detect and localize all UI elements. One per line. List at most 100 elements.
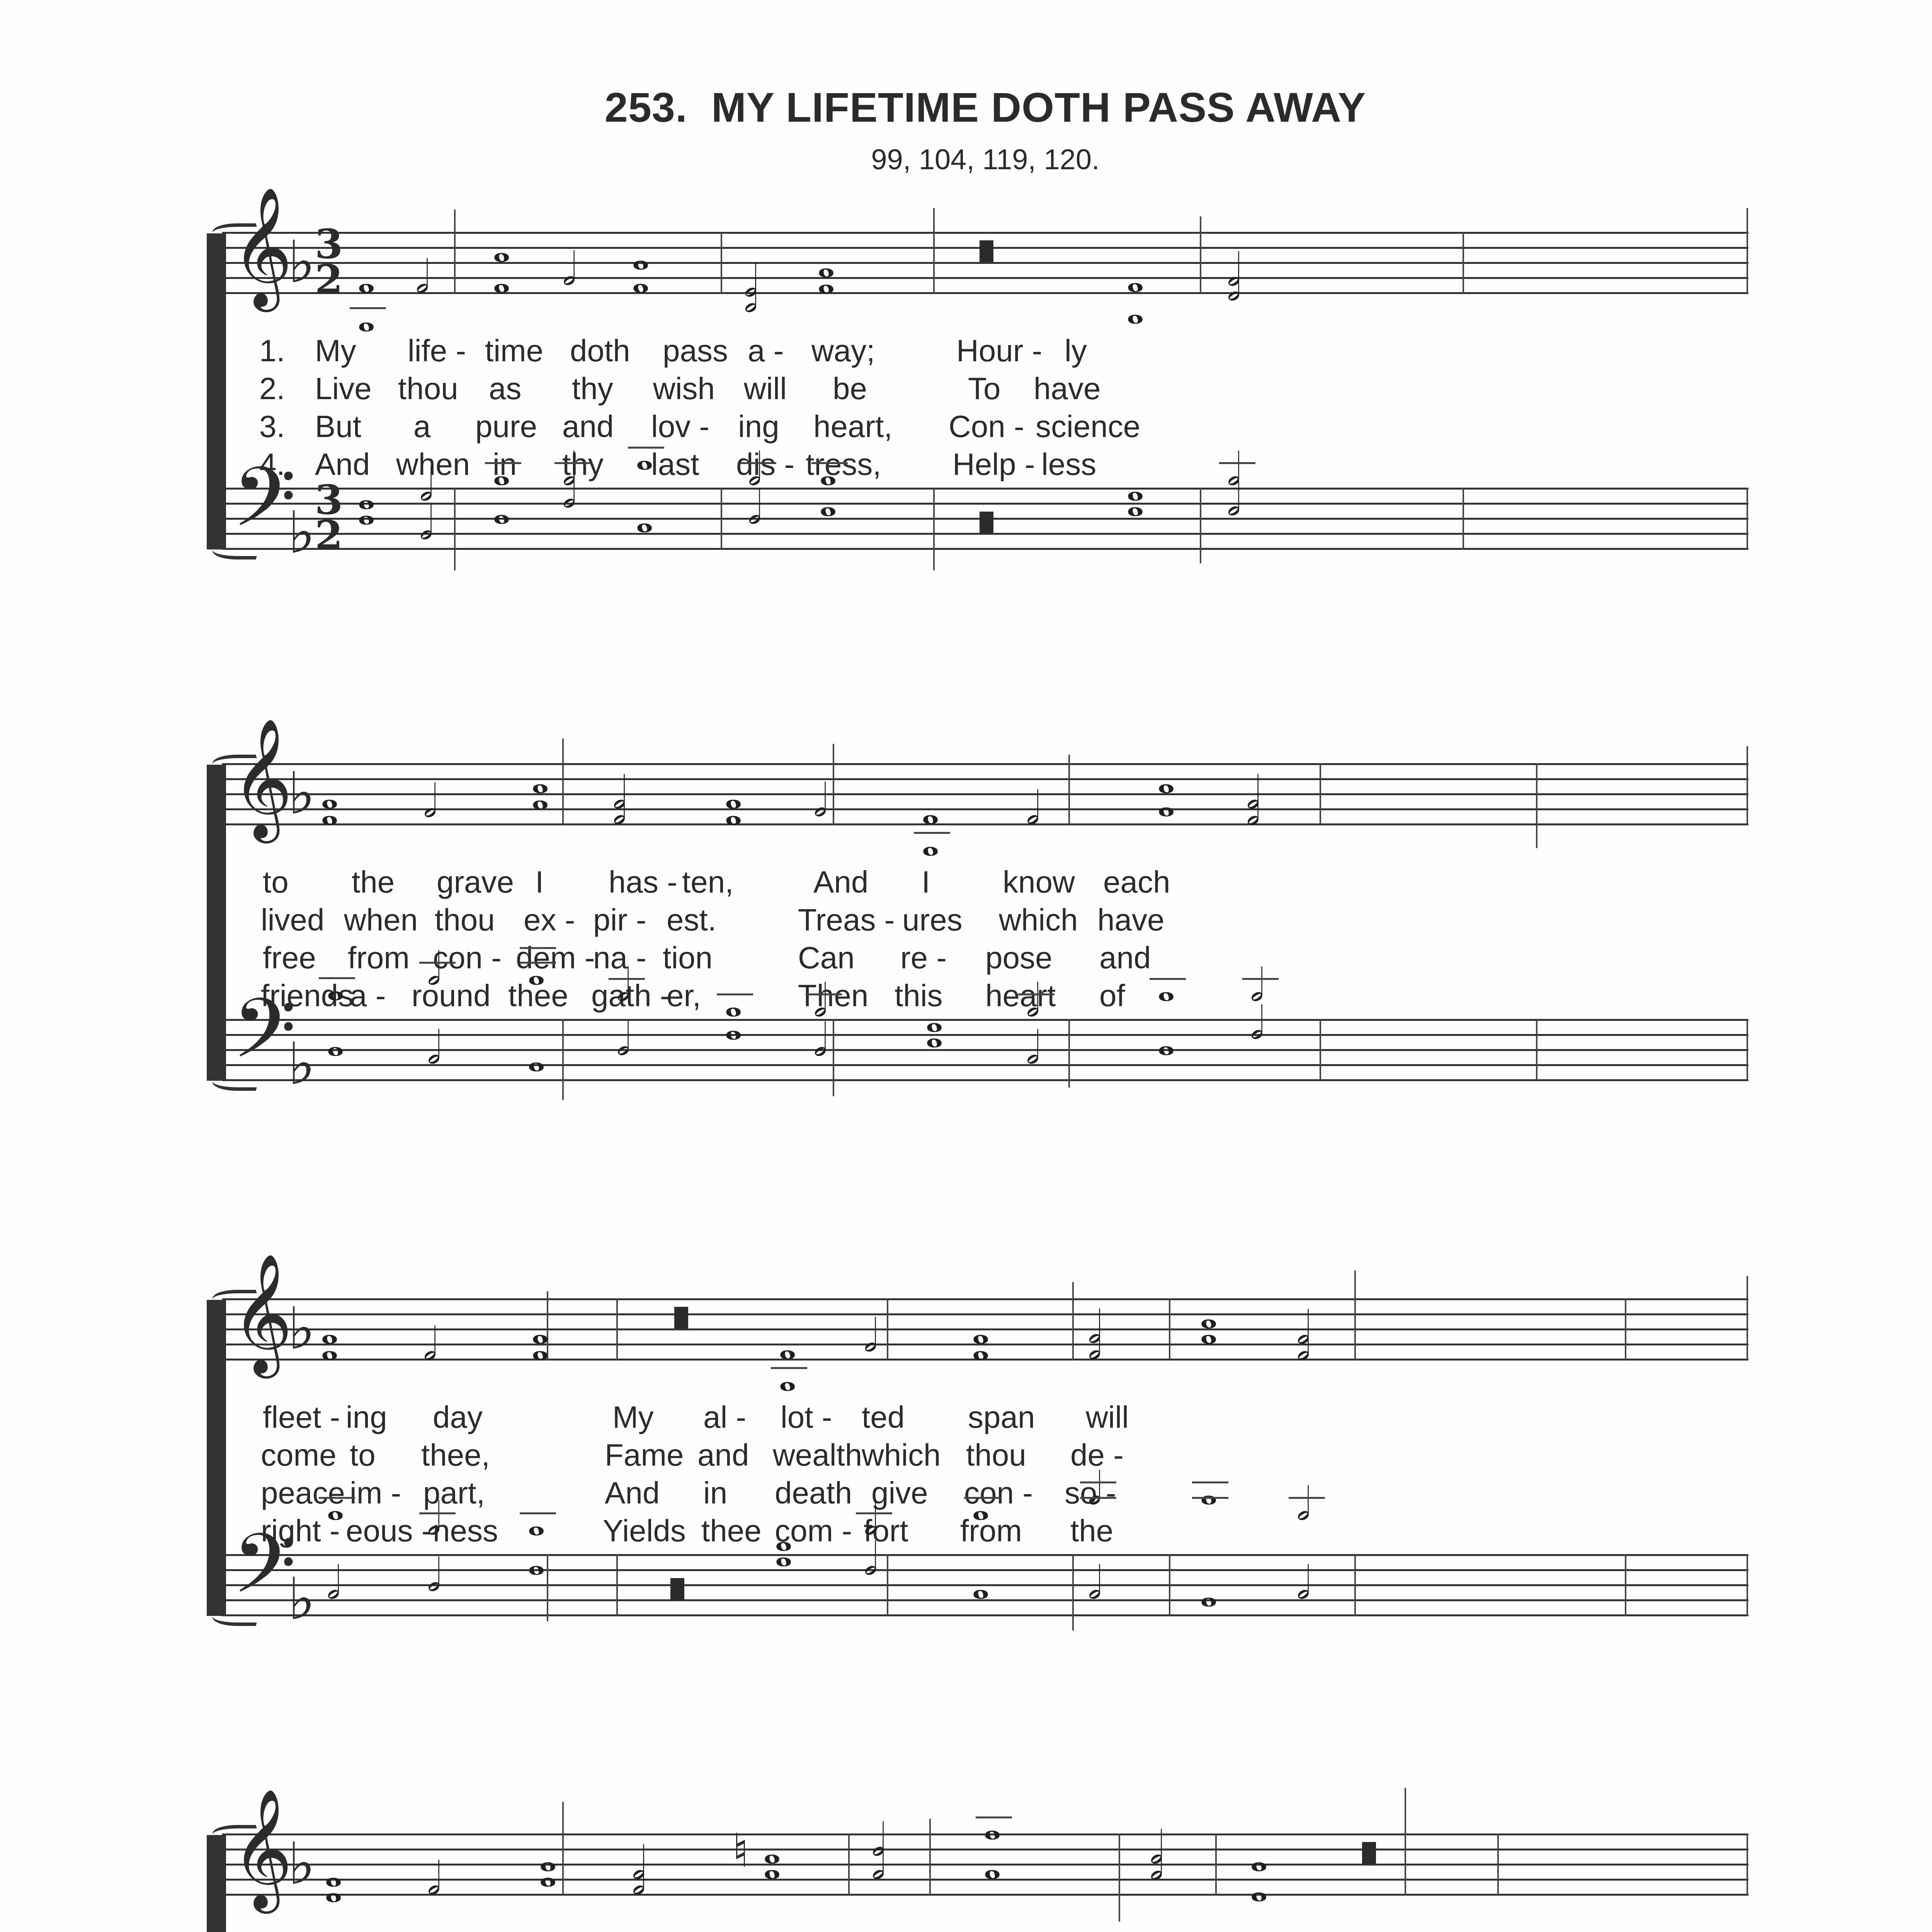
lyric-syllable: which (862, 1438, 941, 1472)
barline (547, 1291, 548, 1360)
time-sig-denominator: 2 (315, 511, 343, 559)
lyric-syllable: lived (261, 903, 325, 937)
barline (1169, 1298, 1170, 1360)
ledger-line (856, 1512, 892, 1514)
staff-line (222, 1584, 1748, 1586)
note-whole: 𝅝 (1157, 1014, 1175, 1066)
lyric-syllable: right - (261, 1514, 340, 1548)
lyric-syllable: and (1099, 940, 1151, 975)
lyric-syllable: to (350, 1438, 376, 1472)
note-whole: 𝅝 (817, 252, 835, 304)
note-whole: 𝅝 (1200, 1565, 1218, 1617)
staff-line (222, 262, 1748, 264)
note-half: 𝅗𝅥 (1026, 782, 1040, 835)
barline (887, 1554, 888, 1616)
lyric-syllable: Yields (603, 1514, 686, 1548)
ledger-line (771, 1367, 807, 1369)
lyric-syllable: will (1086, 1400, 1129, 1434)
staff-line (222, 1344, 1748, 1345)
barline (1747, 746, 1748, 825)
lyric-syllable: thou (966, 1438, 1026, 1472)
lyric-syllable: a - (748, 333, 784, 368)
lyric-line-3: 3. But a pure and lov - ing heart, Con -… (222, 409, 1748, 447)
note-half: 𝅗𝅥 (1296, 1478, 1311, 1531)
note-whole: 𝅝 (493, 482, 511, 534)
note-half: 𝅗𝅥 (419, 498, 434, 550)
lyric-syllable: heart (985, 978, 1056, 1013)
key-signature-flat-icon: ♭ (288, 1566, 315, 1633)
barline (1215, 1833, 1217, 1895)
note-whole: 𝅝 (775, 1525, 793, 1577)
ledger-line (811, 462, 848, 464)
barline (1747, 488, 1748, 549)
half-rest (670, 1578, 684, 1600)
lyric-syllable: lot - (781, 1400, 832, 1434)
note-half: 𝅗𝅥 (748, 444, 762, 496)
lyric-syllable: I (922, 865, 930, 899)
key-signature-flat-icon: ♭ (288, 1031, 315, 1098)
note-half: 𝅗𝅥 (1150, 1838, 1164, 1890)
note-whole: 𝅝 (972, 1318, 990, 1371)
lyric-syllable: the (352, 865, 395, 899)
lyric-line-3: free from con - dem - na - tion Can re -… (222, 940, 1748, 978)
lyric-syllable: free (263, 940, 316, 975)
note-whole: 𝅝 (632, 228, 650, 280)
note-whole: 𝅝 (724, 783, 743, 835)
staff-line (222, 1359, 1748, 1361)
note-half: 𝅗𝅥 (1227, 474, 1241, 526)
note-half: 𝅗𝅥 (562, 243, 577, 296)
note-half: 𝅗𝅥 (1246, 767, 1260, 819)
lyric-syllable: of (1099, 978, 1125, 1013)
lyric-syllable: Can (798, 940, 855, 975)
lyrics-system-1: 1. My life - time doth pass a - way; Hou… (222, 333, 1748, 485)
note-half: 𝅗𝅥 (427, 1853, 441, 1905)
lyric-syllable: Treas - (798, 903, 895, 937)
lyric-syllable: And (605, 1476, 660, 1510)
note-half: 𝅗𝅥 (1088, 1463, 1102, 1515)
barline (721, 232, 722, 294)
note-whole: 𝅝 (1126, 282, 1145, 334)
note-half: 𝅗𝅥 (1227, 244, 1241, 296)
lyric-syllable: know (1003, 865, 1075, 899)
lyric-syllable: peace (261, 1476, 345, 1510)
lyric-syllable: this (895, 978, 943, 1013)
lyric-syllable: thou (435, 903, 495, 937)
lyric-syllable: con - (964, 1476, 1033, 1510)
lyric-line-3: peace im - part, And in death give con -… (222, 1475, 1748, 1513)
note-whole: 𝅝 (1157, 752, 1175, 804)
note-half: 𝅗𝅥 (415, 251, 430, 303)
barline (929, 1819, 931, 1895)
lyric-line-1: 1. My life - time doth pass a - way; Hou… (222, 333, 1748, 371)
staff-line (222, 793, 1748, 795)
ledger-line (1219, 462, 1255, 464)
bass-staff-2: 𝄢 ♭ 𝅝 𝅝 𝅗𝅥 𝅗𝅥 𝅝 𝅝 𝅗𝅥 𝅗𝅥 (222, 947, 1748, 1100)
key-signature-flat-icon: ♭ (288, 1295, 315, 1362)
meter-subtitle: 99, 104, 119, 120. (871, 143, 1100, 175)
lyric-syllable: way; (811, 333, 875, 368)
bass-clef-icon: 𝄢 (232, 449, 296, 565)
note-whole: 𝅝 (527, 1030, 546, 1082)
lyric-syllable: give (871, 1476, 928, 1510)
staff-line (222, 548, 1748, 550)
staff-line (222, 292, 1748, 294)
lyric-syllable: dis - (736, 447, 795, 481)
system-left-barline (221, 765, 226, 1081)
note-whole: 𝅝 (321, 767, 339, 819)
note-half: 𝅗𝅥 (427, 1493, 441, 1545)
system-left-barline (221, 1300, 226, 1616)
note-whole: 𝅝 (1126, 459, 1145, 511)
lyric-syllable: Con - (949, 409, 1024, 444)
lyric-line-1: to the grave I has - ten, And I know eac… (222, 864, 1748, 902)
lyric-syllable: the (1070, 1514, 1114, 1548)
note-half: 𝅗𝅥 (1227, 444, 1241, 496)
lyric-syllable: be (833, 371, 867, 406)
lyric-syllable: ures (902, 903, 963, 937)
barline (562, 1019, 564, 1100)
note-whole: 𝅝 (531, 1302, 549, 1354)
note-whole: 𝅝 (817, 236, 835, 288)
lyric-syllable: and (697, 1438, 749, 1472)
note-whole: 𝅝 (527, 943, 546, 995)
staff-line (222, 1298, 1748, 1300)
ledger-line (806, 993, 842, 995)
lyric-syllable: thy (572, 371, 613, 406)
